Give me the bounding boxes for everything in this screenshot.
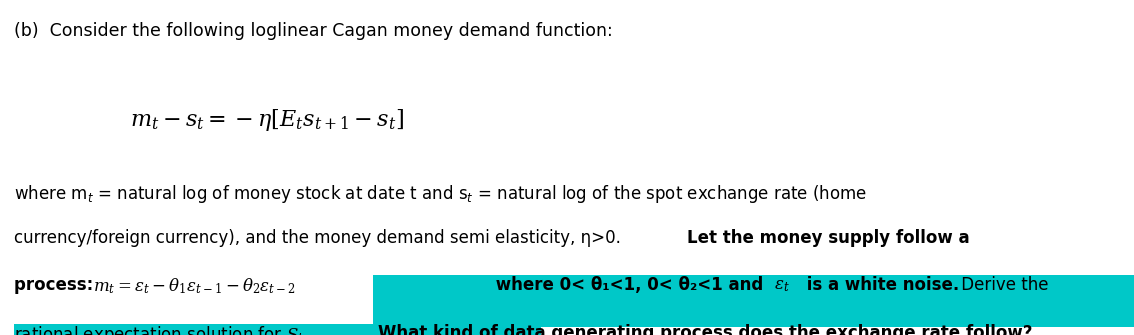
Text: is a white noise.: is a white noise. <box>801 276 959 294</box>
Text: where m$_t$ = natural log of money stock at date t and s$_t$ = natural log of th: where m$_t$ = natural log of money stock… <box>14 183 866 205</box>
Text: $\varepsilon_t$: $\varepsilon_t$ <box>769 276 790 294</box>
Text: Derive the: Derive the <box>956 276 1049 294</box>
Text: What kind of data generating process does the exchange rate follow?: What kind of data generating process doe… <box>378 324 1032 335</box>
Text: Let the money supply follow a: Let the money supply follow a <box>687 229 970 248</box>
Bar <box>373 275 1134 327</box>
Text: $m_t = \varepsilon_t - \theta_1\varepsilon_{t-1} - \theta_2\varepsilon_{t-2}$: $m_t = \varepsilon_t - \theta_1\varepsil… <box>93 276 296 296</box>
Text: (b)  Consider the following loglinear Cagan money demand function:: (b) Consider the following loglinear Cag… <box>14 22 612 40</box>
Text: where 0< θ₁<1, 0< θ₂<1 and: where 0< θ₁<1, 0< θ₂<1 and <box>490 276 769 294</box>
Text: rational expectation solution for $S_t$.: rational expectation solution for $S_t$. <box>14 324 310 335</box>
Bar <box>14 324 541 335</box>
Text: $m_t - s_t = -\eta[E_t s_{t+1} - s_t]$: $m_t - s_t = -\eta[E_t s_{t+1} - s_t]$ <box>130 107 405 133</box>
Text: currency/foreign currency), and the money demand semi elasticity, η>0.: currency/foreign currency), and the mone… <box>14 229 626 248</box>
Text: process:: process: <box>14 276 104 294</box>
